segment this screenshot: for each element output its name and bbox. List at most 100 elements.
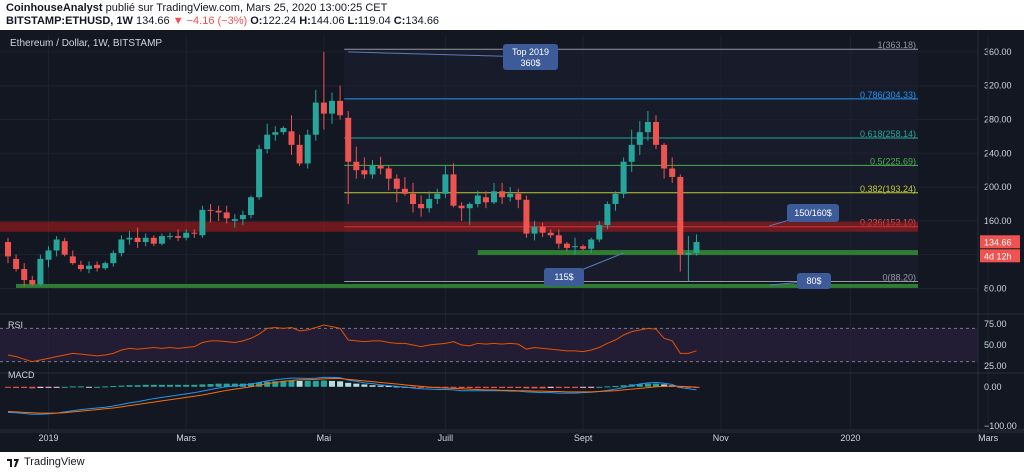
macd-histogram-bar: [272, 381, 279, 387]
fib-level-label: 0.382(193.24): [860, 184, 916, 194]
callout-text: Top 2019: [512, 47, 549, 57]
candle-body: [644, 122, 651, 133]
candle-body: [296, 144, 303, 164]
candle-body: [474, 195, 481, 204]
macd-histogram-bar: [515, 386, 522, 388]
macd-histogram-bar: [442, 386, 449, 388]
macd-histogram-bar: [466, 386, 473, 388]
rsi-tick-label: 25.00: [984, 361, 1007, 371]
last-price: 134.66: [135, 15, 170, 27]
macd-tick-label: 0.00: [984, 382, 1002, 392]
candle-body: [37, 258, 44, 285]
candle-body: [482, 197, 489, 203]
macd-histogram-bar: [126, 385, 133, 387]
candle-body: [442, 174, 449, 194]
candle-body: [612, 193, 619, 204]
macd-histogram-bar: [320, 380, 327, 387]
candle: [644, 111, 651, 141]
candle: [264, 123, 271, 154]
macd-histogram-bar: [312, 380, 319, 387]
callout-box: [503, 44, 558, 70]
candle: [69, 250, 76, 265]
rsi-tick-label: 50.00: [984, 340, 1007, 350]
macd-histogram-bar: [450, 386, 457, 388]
candle: [231, 214, 238, 228]
macd-histogram-bar: [199, 384, 206, 387]
candle-body: [653, 122, 659, 145]
tradingview-brand[interactable]: TradingView: [24, 456, 85, 468]
macd-histogram-bar: [499, 386, 506, 388]
candle: [361, 157, 368, 179]
tradingview-logo-icon: [7, 459, 19, 467]
candle-body: [175, 236, 182, 238]
author-name[interactable]: CoinhouseAnalyst: [6, 2, 103, 14]
callout-text: 80$: [806, 276, 821, 286]
candle: [604, 201, 611, 230]
high-value: 144.06: [310, 15, 345, 27]
price-tag: [980, 249, 1020, 263]
macd-histogram-bar: [458, 386, 465, 388]
candle: [126, 231, 133, 245]
candle: [150, 235, 157, 247]
macd-histogram-bar: [572, 386, 578, 388]
callout-label: 115$: [544, 252, 624, 286]
candle-body: [507, 193, 514, 198]
candle-body: [53, 239, 60, 251]
candle-body: [86, 265, 92, 270]
macd-histogram-bar: [353, 383, 360, 387]
candle-body: [134, 237, 141, 243]
candle: [369, 160, 376, 179]
candle: [393, 174, 400, 203]
macd-histogram-bar: [474, 386, 481, 388]
candle-body: [410, 193, 416, 204]
price-chart[interactable]: 80.00120.00160.00200.00240.00280.00320.0…: [0, 30, 1024, 452]
macd-histogram-bar: [418, 386, 425, 388]
candle: [434, 188, 441, 204]
macd-histogram-bar: [661, 384, 668, 387]
candle: [134, 227, 141, 248]
candle: [110, 250, 117, 267]
candle: [77, 260, 84, 272]
candle: [199, 205, 206, 238]
macd-histogram-bar: [158, 384, 165, 387]
macd-line: [7, 376, 697, 415]
candle-body: [280, 127, 287, 133]
candle-body: [118, 239, 125, 253]
candle: [685, 236, 692, 282]
candle: [239, 210, 246, 226]
macd-histogram-bar: [337, 381, 344, 387]
macd-histogram-bar: [531, 386, 538, 389]
candle: [61, 237, 68, 257]
candle: [191, 229, 198, 238]
macd-histogram-bar: [288, 380, 295, 387]
candle: [572, 237, 578, 255]
candle-body: [426, 198, 433, 209]
macd-histogram-bar: [110, 386, 117, 387]
candle: [175, 229, 182, 242]
candle-body: [110, 252, 117, 264]
callout-text: 150/160$: [794, 208, 832, 218]
candle: [661, 143, 668, 179]
publish-line: CoinhouseAnalyst publié sur TradingView.…: [6, 2, 387, 14]
macd-signal-line: [7, 378, 697, 414]
macd-histogram-bar: [86, 386, 92, 388]
candle-body: [531, 226, 538, 234]
candle: [37, 254, 44, 286]
candle-body: [385, 168, 392, 179]
candle: [482, 191, 489, 209]
macd-histogram-bar: [620, 385, 627, 387]
candle: [53, 236, 60, 257]
candle: [296, 134, 303, 166]
fib-level-label: 0.786(304.33): [860, 90, 916, 100]
candle: [385, 165, 392, 191]
x-tick-label: 2020: [840, 433, 860, 443]
macd-histogram-bar: [653, 383, 659, 387]
x-tick-label: 2019: [38, 433, 58, 443]
y-tick-label: 240.00: [984, 148, 1012, 158]
candle: [248, 195, 254, 219]
candle-body: [401, 188, 408, 194]
candle-body: [320, 102, 327, 114]
macd-histogram-bar: [94, 386, 101, 388]
fib-level-label: 0.618(258.14): [860, 129, 916, 139]
candle: [410, 182, 416, 213]
